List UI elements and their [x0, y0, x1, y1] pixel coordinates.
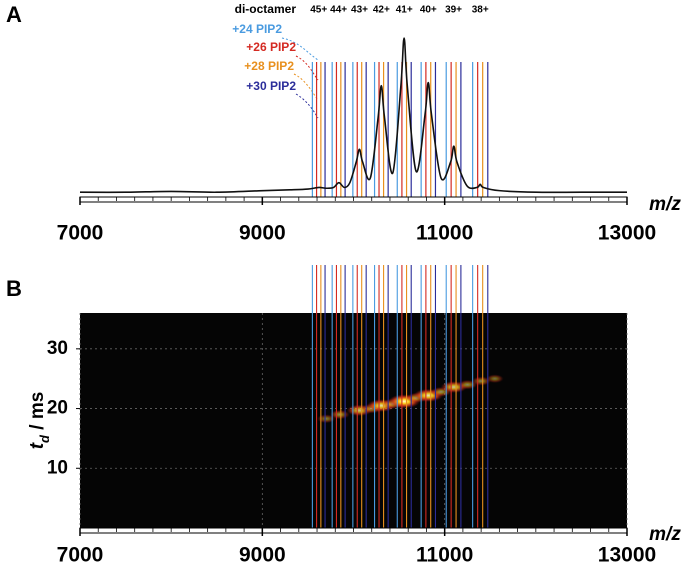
- x-tick-label: 11000: [416, 544, 473, 567]
- x-tick-label: 13000: [598, 544, 656, 567]
- x-tick-label: 11000: [416, 222, 473, 245]
- connector: [295, 55, 319, 81]
- y-tick-label: 30: [47, 338, 68, 359]
- complex-label: di-octamer: [235, 2, 297, 16]
- charge-label: 38+: [472, 5, 489, 16]
- connector: [293, 73, 319, 101]
- x-tick-label: 9000: [239, 544, 286, 567]
- charge-label: 45+: [310, 5, 327, 16]
- panel-label: A: [6, 2, 22, 27]
- charge-label: 43+: [351, 5, 368, 16]
- charge-label: 40+: [420, 5, 437, 16]
- spectrum-line: [79, 37, 627, 194]
- charge-label: 44+: [330, 5, 347, 16]
- legend-label: +24 PIP2: [232, 22, 282, 36]
- x-tick-label: 9000: [239, 222, 286, 245]
- charge-label: 42+: [373, 5, 390, 16]
- legend-label: +28 PIP2: [244, 59, 294, 73]
- legend-label: +30 PIP2: [246, 79, 296, 93]
- x-axis-label: m/z: [649, 524, 681, 545]
- y-axis-label: td / ms: [27, 392, 52, 450]
- x-axis-label: m/z: [649, 194, 681, 215]
- y-tick-label: 10: [47, 457, 68, 478]
- connector: [295, 93, 319, 119]
- heatmap-cell: [471, 376, 491, 386]
- heatmap-cell: [486, 374, 504, 383]
- y-label-part: / ms: [27, 392, 48, 435]
- charge-label: 39+: [445, 5, 462, 16]
- connector: [281, 37, 319, 61]
- y-tick-label: 20: [47, 398, 68, 419]
- plot-background: [80, 313, 627, 528]
- x-tick-label: 13000: [598, 222, 656, 245]
- charge-label: 41+: [396, 5, 413, 16]
- y-label-part: t: [27, 442, 48, 449]
- x-tick-label: 7000: [57, 544, 104, 567]
- panel-label: B: [6, 276, 22, 301]
- x-tick-label: 7000: [57, 222, 104, 245]
- legend-label: +26 PIP2: [246, 40, 296, 54]
- y-label-part: d: [37, 434, 52, 443]
